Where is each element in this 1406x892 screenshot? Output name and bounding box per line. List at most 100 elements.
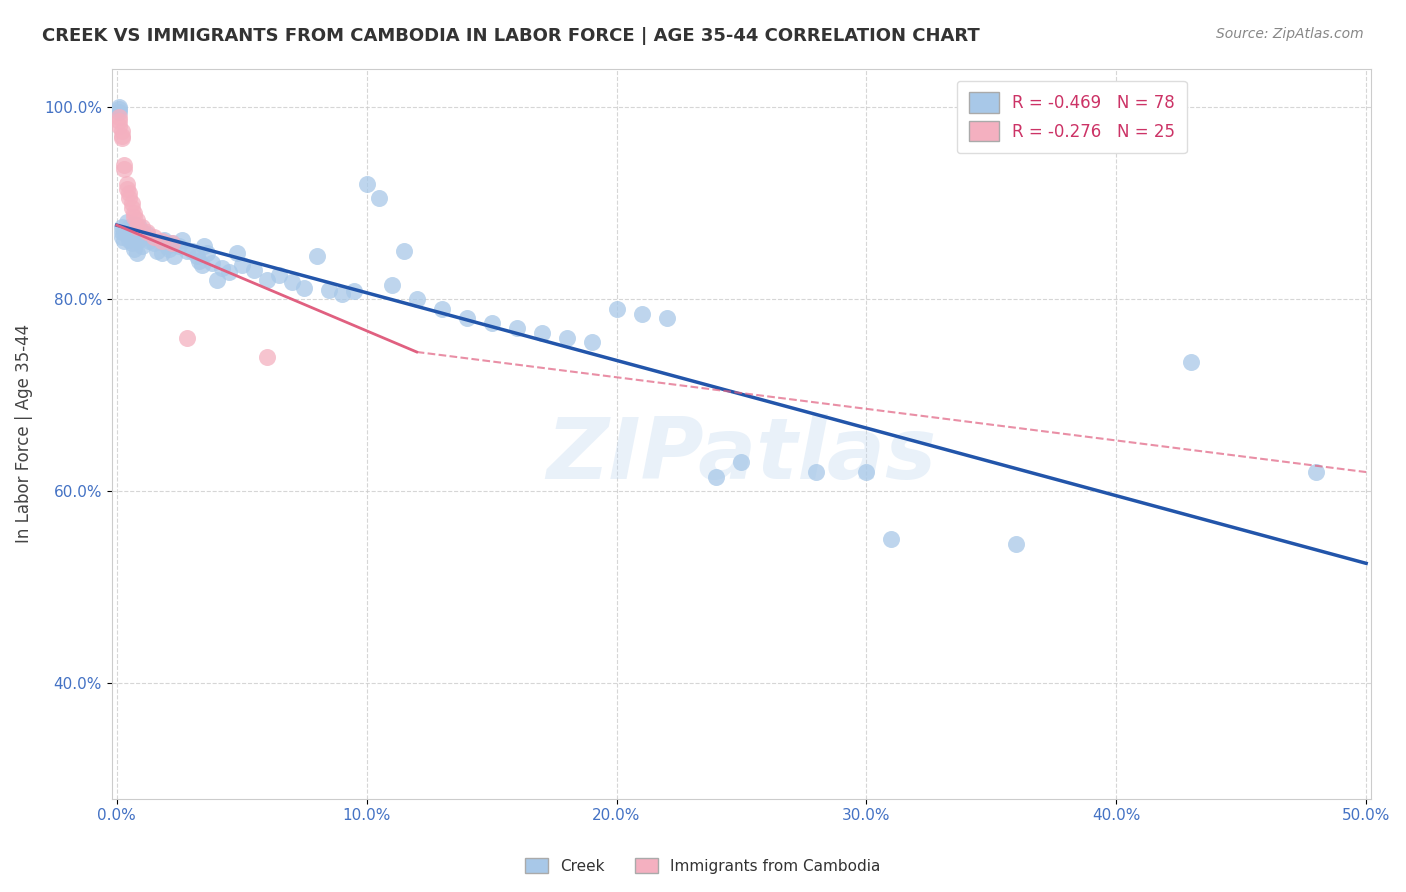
Point [115,227,138,241]
Point [481,316,503,330]
Text: CREEK VS IMMIGRANTS FROM CAMBODIA IN LABOR FORCE | AGE 35-44 CORRELATION CHART: CREEK VS IMMIGRANTS FROM CAMBODIA IN LAB… [42,27,980,45]
Point [150,235,173,249]
Point [256,273,278,287]
Point [125,213,148,227]
Point [111,229,134,244]
Point [112,225,135,239]
Point [806,465,828,479]
Point [606,301,628,316]
Point [160,236,183,251]
Point [108,114,131,128]
Point [880,533,903,547]
Point [430,301,453,316]
Point [655,311,678,326]
Point [111,128,134,143]
Point [191,259,214,273]
Point [115,181,138,195]
Point [150,246,173,260]
Point [201,255,224,269]
Point [292,280,315,294]
Point [1005,537,1028,551]
Point [231,259,253,273]
Point [186,249,208,263]
Point [243,263,266,277]
Point [505,321,527,335]
Point [218,265,240,279]
Point [169,239,191,253]
Point [118,220,141,235]
Point [176,330,198,344]
Point [225,246,247,260]
Point [125,229,148,244]
Point [188,253,211,268]
Point [121,236,143,251]
Legend: R = -0.469   N = 78, R = -0.276   N = 25: R = -0.469 N = 78, R = -0.276 N = 25 [957,80,1187,153]
Point [111,130,134,145]
Point [180,244,202,258]
Point [193,239,215,253]
Point [135,227,157,241]
Point [176,244,198,258]
Y-axis label: In Labor Force | Age 35-44: In Labor Force | Age 35-44 [15,324,32,543]
Point [269,268,291,282]
Point [280,275,302,289]
Point [125,246,148,260]
Point [111,220,134,235]
Point [143,236,166,251]
Point [156,239,179,253]
Point [131,220,153,235]
Point [125,220,148,235]
Point [157,242,180,256]
Point [138,235,160,249]
Point [392,244,415,258]
Point [146,244,169,258]
Point [112,158,135,172]
Point [211,261,233,276]
Point [111,124,134,138]
Point [112,235,135,249]
Legend: Creek, Immigrants from Cambodia: Creek, Immigrants from Cambodia [519,852,887,880]
Point [128,220,150,235]
Point [195,246,218,260]
Point [555,330,578,344]
Point [124,205,146,219]
Point [108,110,131,124]
Point [368,191,391,205]
Point [153,233,176,247]
Point [530,326,553,340]
Point [121,196,143,211]
Point [330,287,353,301]
Point [160,236,183,251]
Point [205,273,228,287]
Point [356,177,378,191]
Point [630,306,652,320]
Point [124,217,146,231]
Point [256,350,278,364]
Point [855,465,877,479]
Point [121,201,143,215]
Point [581,335,603,350]
Point [112,162,135,177]
Point [170,233,193,247]
Point [108,119,131,133]
Point [1180,354,1202,368]
Point [115,177,138,191]
Point [124,211,146,225]
Point [118,186,141,201]
Point [730,455,752,469]
Point [343,285,366,299]
Point [124,242,146,256]
Point [456,311,478,326]
Point [118,233,141,247]
Text: Source: ZipAtlas.com: Source: ZipAtlas.com [1216,27,1364,41]
Point [1305,465,1327,479]
Point [318,283,340,297]
Point [118,191,141,205]
Point [108,100,131,114]
Point [381,277,404,292]
Text: ZIPatlas: ZIPatlas [547,414,936,497]
Point [131,225,153,239]
Point [131,239,153,253]
Point [135,225,157,239]
Point [706,470,728,484]
